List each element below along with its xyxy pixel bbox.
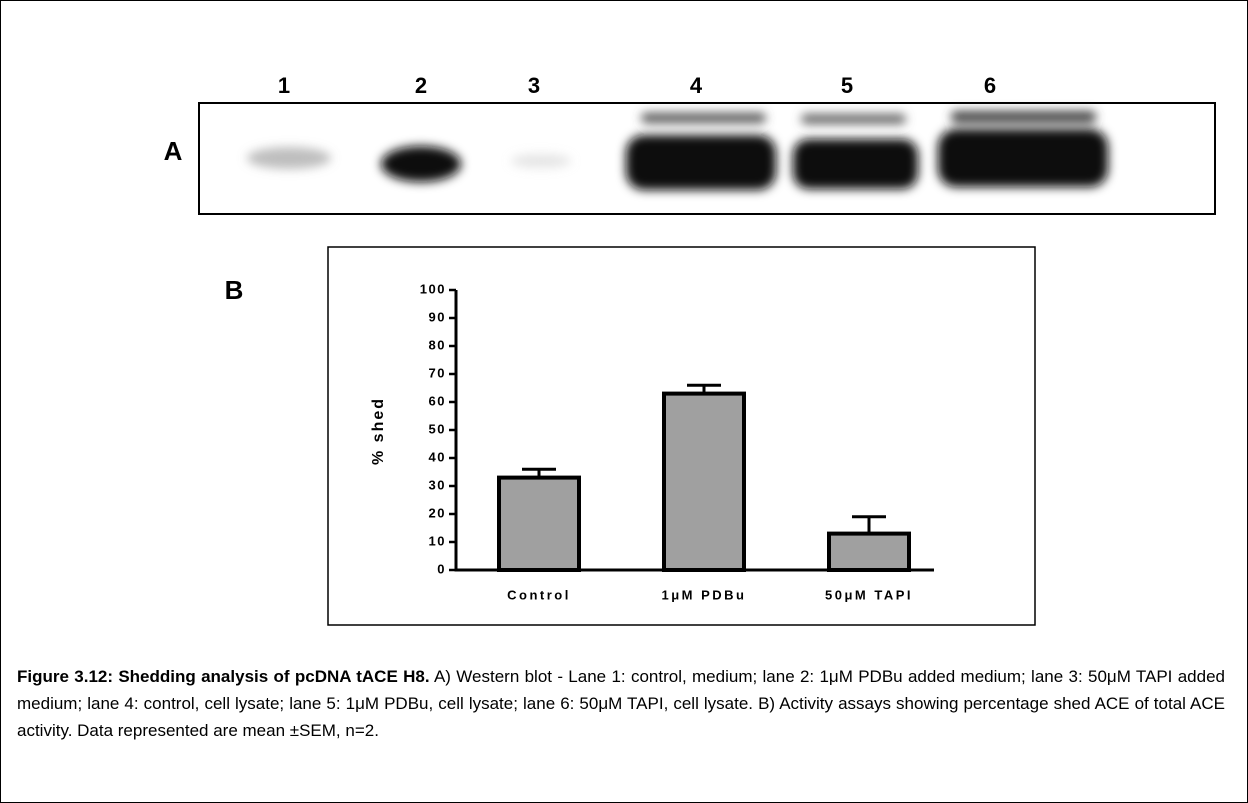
lane-label: 3 bbox=[528, 73, 540, 98]
page: A B % shed 1234560102030405060708090100C… bbox=[0, 0, 1248, 803]
lane-label: 1 bbox=[278, 73, 290, 98]
lane-label: 4 bbox=[690, 73, 703, 98]
lane-label: 5 bbox=[841, 73, 853, 98]
y-tick-label: 100 bbox=[420, 281, 446, 296]
y-tick-label: 70 bbox=[429, 365, 446, 380]
y-tick-label: 60 bbox=[429, 393, 446, 408]
panel-label: A bbox=[164, 136, 183, 166]
y-tick-label: 40 bbox=[429, 449, 446, 464]
caption: Figure 3.12: Shedding analysis of pcDNA … bbox=[17, 663, 1225, 744]
bar bbox=[664, 394, 744, 570]
lane-label: 2 bbox=[415, 73, 427, 98]
y-tick-label: 20 bbox=[429, 505, 446, 520]
caption-title: Figure 3.12: Shedding analysis of pcDNA … bbox=[17, 667, 430, 686]
x-tick-label: 50μM TAPI bbox=[825, 587, 913, 602]
y-axis-label: % shed bbox=[370, 397, 387, 465]
y-tick-label: 30 bbox=[429, 477, 446, 492]
x-tick-label: Control bbox=[507, 587, 571, 602]
lane-label: 6 bbox=[984, 73, 996, 98]
y-tick-label: 0 bbox=[437, 561, 446, 576]
x-tick-label: 1μM PDBu bbox=[661, 587, 746, 602]
bar bbox=[829, 534, 909, 570]
y-tick-label: 50 bbox=[429, 421, 446, 436]
panel-label: B bbox=[225, 275, 244, 305]
y-tick-label: 80 bbox=[429, 337, 446, 352]
bar bbox=[499, 478, 579, 570]
y-tick-label: 10 bbox=[429, 533, 446, 548]
y-tick-label: 90 bbox=[429, 309, 446, 324]
